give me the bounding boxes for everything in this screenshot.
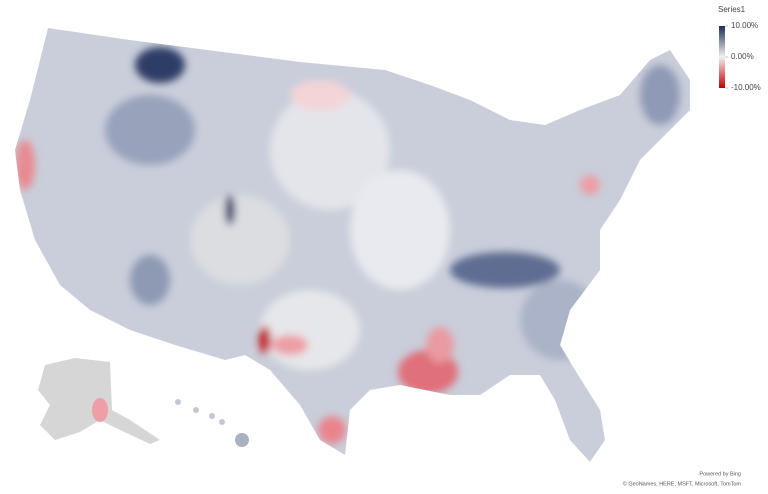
region — [105, 95, 195, 165]
region — [520, 280, 600, 360]
attribution: © GeoNames, HERE, MSFT, Microsoft, TomTo… — [623, 480, 742, 487]
region — [270, 90, 390, 210]
region — [580, 175, 600, 195]
region — [640, 65, 680, 125]
legend-label: -10.00% — [731, 83, 761, 92]
region — [130, 255, 170, 305]
region — [290, 80, 350, 110]
island — [175, 399, 181, 405]
region — [225, 195, 235, 225]
legend-title: Series1 — [718, 5, 746, 14]
region — [259, 326, 271, 354]
legend-label: 10.00% — [731, 21, 758, 30]
region — [92, 398, 108, 422]
region — [272, 335, 308, 355]
island — [219, 419, 225, 425]
region — [260, 290, 360, 370]
island — [193, 407, 199, 413]
region — [450, 252, 560, 288]
island — [235, 433, 249, 447]
legend: Series1 10.00% 0.00% -10.00% — [718, 5, 761, 92]
legend-gradient — [719, 26, 725, 88]
region — [426, 327, 454, 363]
region — [350, 170, 450, 290]
hawaii — [175, 399, 249, 447]
region — [15, 140, 35, 190]
region — [318, 416, 346, 444]
region — [190, 195, 290, 285]
legend-label: 0.00% — [731, 52, 754, 61]
region — [135, 47, 185, 83]
powered-by: Powered by Bing — [699, 471, 741, 477]
island — [209, 413, 215, 419]
